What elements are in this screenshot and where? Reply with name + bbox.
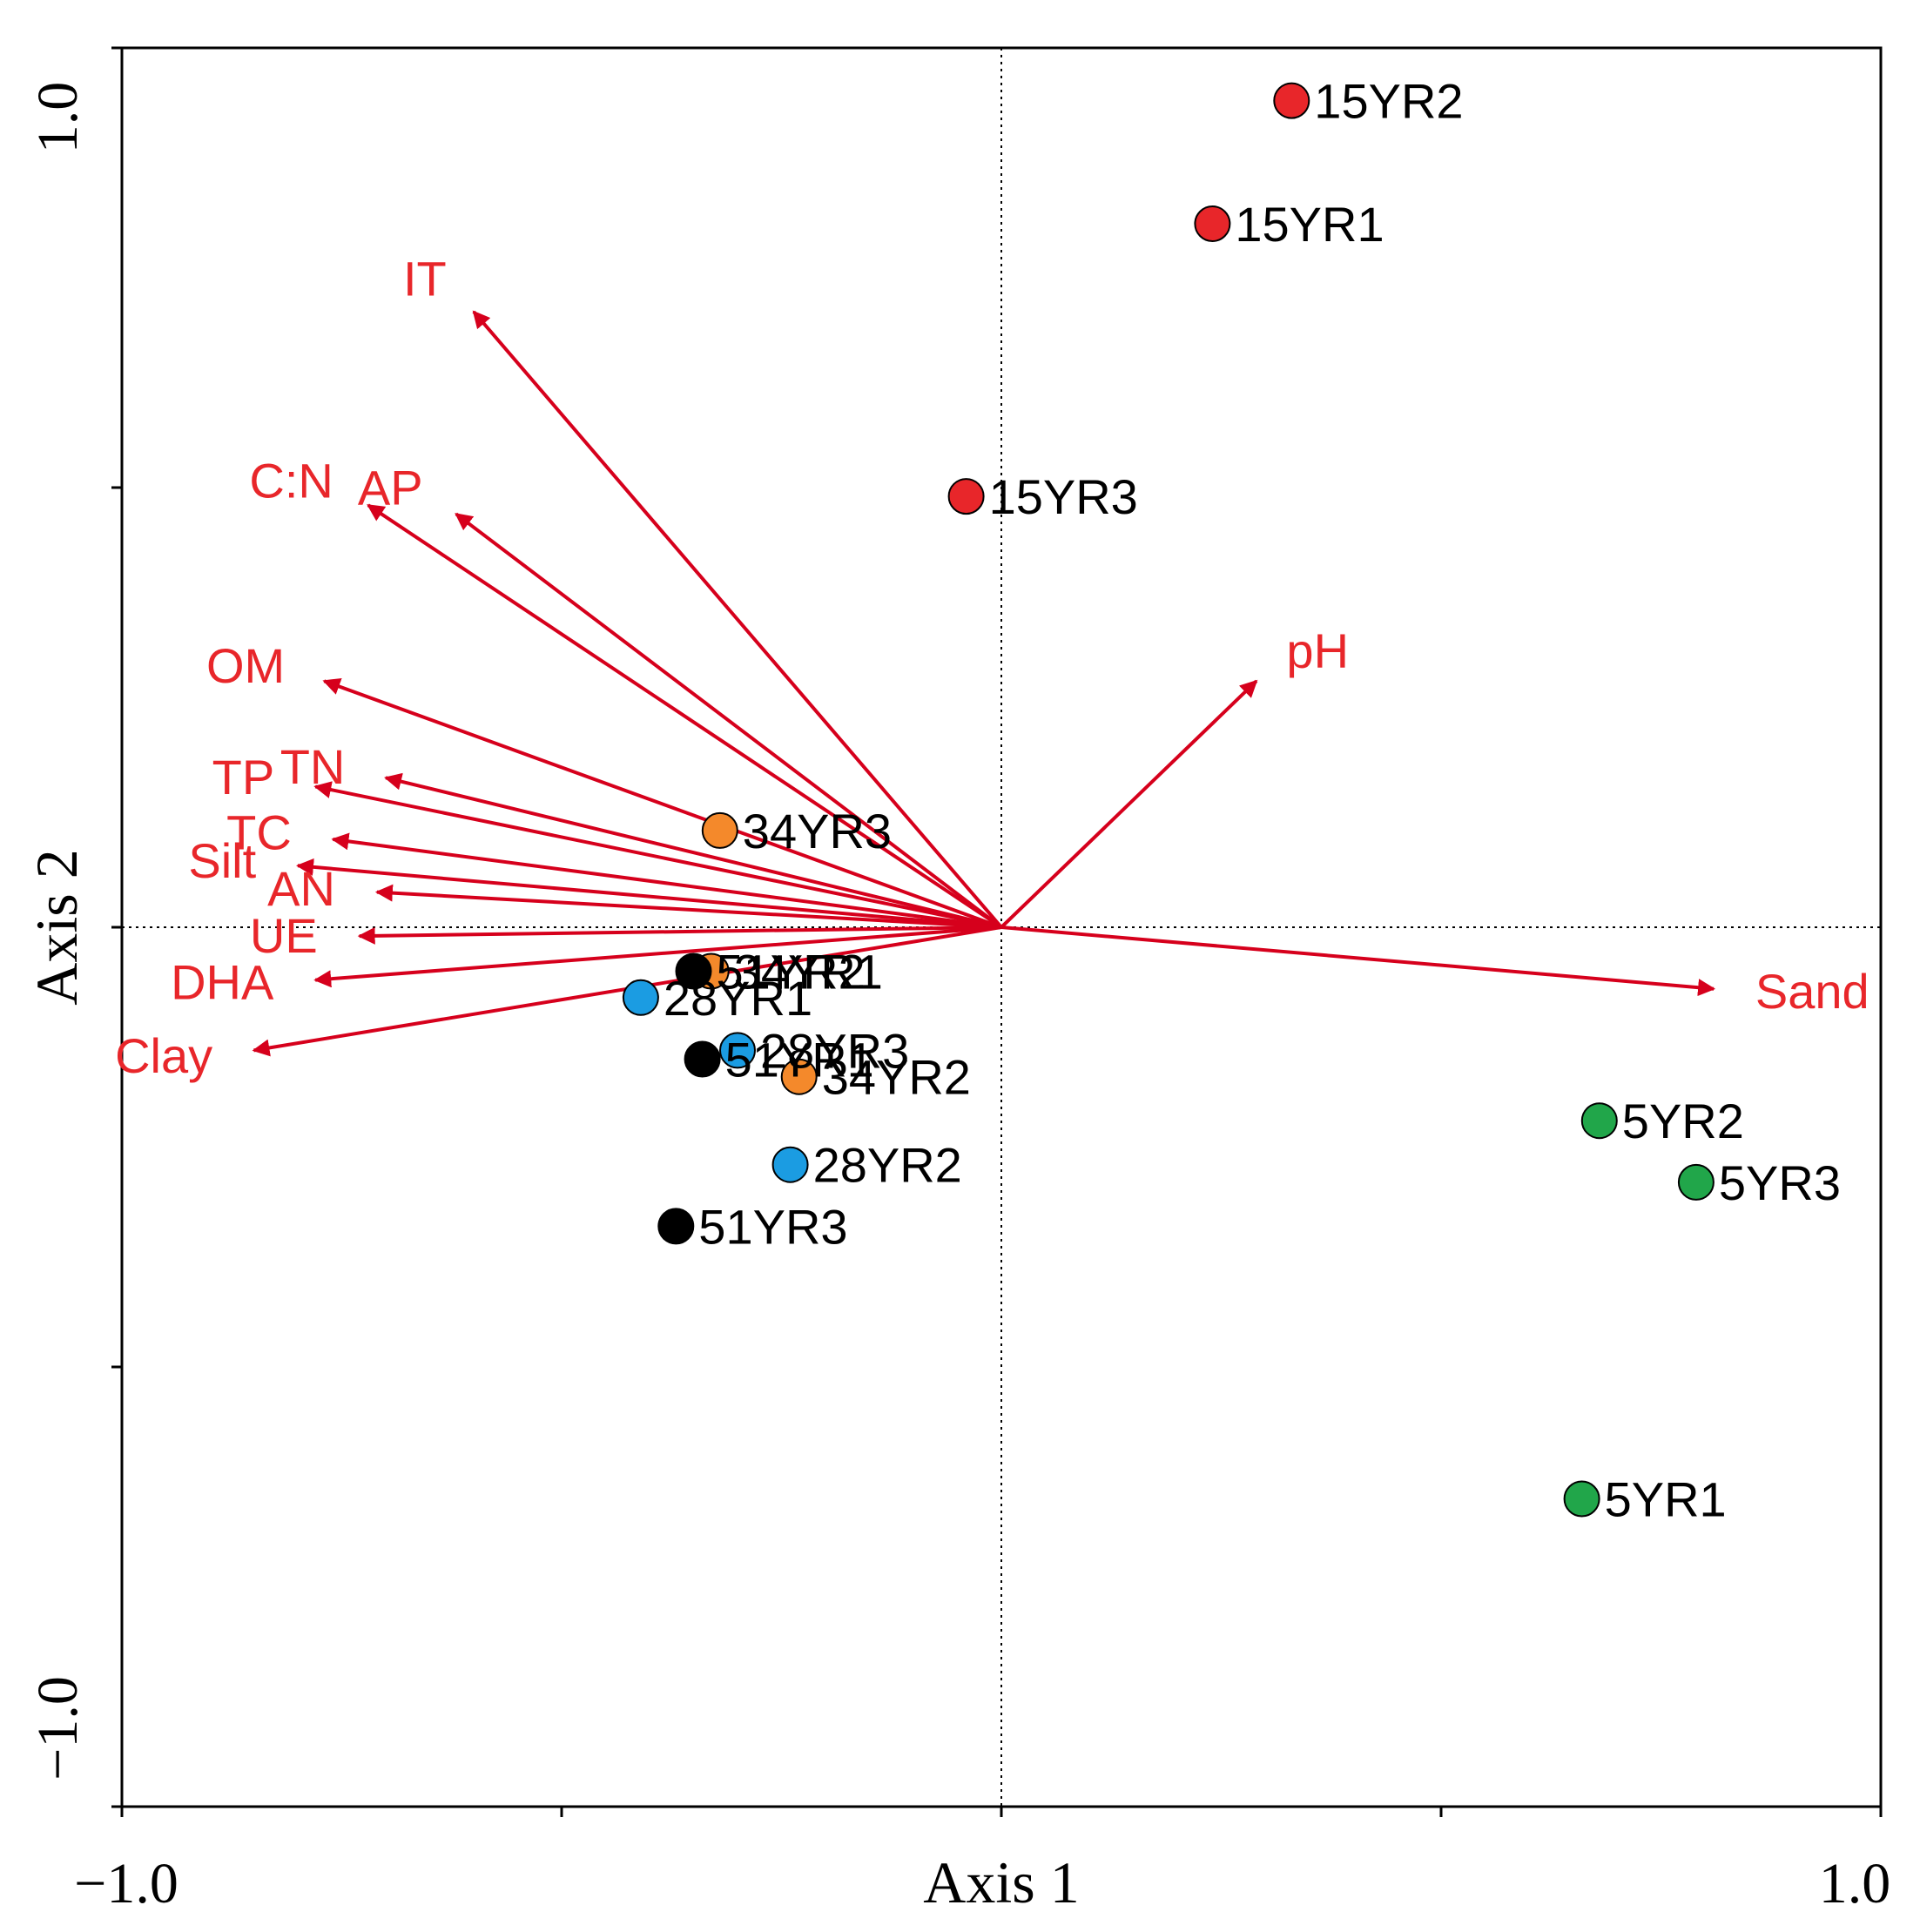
vector-arrow-dha <box>313 926 1002 988</box>
vector-label-tp: TP <box>212 750 275 804</box>
vector-arrow-tp <box>313 781 1002 929</box>
vector-arrow-an <box>374 884 1002 929</box>
vector-label-om: OM <box>206 638 285 693</box>
point-34yr3 <box>701 811 738 849</box>
vector-arrow-silt <box>296 858 1002 929</box>
vector-arrow-it <box>472 310 1003 929</box>
point-5yr3 <box>1677 1163 1715 1201</box>
vector-arrow-tn <box>384 772 1002 929</box>
point-5yr1 <box>1563 1480 1600 1518</box>
point-label-34yr2: 34YR2 <box>822 1050 971 1105</box>
point-label-34yr1: 34YR1 <box>734 945 883 1000</box>
vector-label-sand: Sand <box>1755 964 1869 1019</box>
vector-label-ph: pH <box>1286 623 1349 678</box>
vector-label-tn: TN <box>280 739 346 794</box>
point-label-51yr2: 51YR2 <box>717 945 866 1000</box>
vector-arrow-tc <box>331 832 1002 929</box>
vector-arrow-ph <box>1000 679 1258 929</box>
vector-arrow-ap <box>455 512 1003 929</box>
vector-arrow-ue <box>357 926 1002 945</box>
axis-ticks <box>111 46 1883 1817</box>
y-tick-max: 1.0 <box>26 82 90 154</box>
point-label-5yr2: 5YR2 <box>1622 1094 1744 1148</box>
x-tick-min: −1.0 <box>74 1852 179 1915</box>
point-15yr2 <box>1273 82 1310 119</box>
point-label-34yr3: 34YR3 <box>743 804 892 858</box>
point-label-15yr3: 15YR3 <box>989 469 1138 524</box>
point-label-5yr3: 5YR3 <box>1719 1155 1841 1210</box>
point-28yr2 <box>771 1146 809 1183</box>
point-15yr1 <box>1194 205 1231 242</box>
x-tick-max: 1.0 <box>1819 1852 1891 1915</box>
vector-label-ue: UE <box>250 908 318 963</box>
point-34yr2 <box>780 1058 818 1095</box>
point-label-15yr1: 15YR1 <box>1235 197 1384 252</box>
point-label-28yr2: 28YR2 <box>813 1138 962 1193</box>
sample-points: 15YR115YR215YR334YR134YR234YR328YR128YR2… <box>622 74 1841 1527</box>
point-label-5yr1: 5YR1 <box>1605 1472 1727 1527</box>
x-axis-title: Axis 1 <box>923 1849 1079 1915</box>
vector-label-an: AN <box>267 861 335 916</box>
vector-label-silt: Silt <box>188 833 256 888</box>
point-5yr2 <box>1580 1102 1618 1140</box>
point-51yr2 <box>675 953 712 990</box>
point-28yr3 <box>719 1032 756 1069</box>
point-label-51yr3: 51YR3 <box>698 1199 847 1254</box>
point-28yr1 <box>622 979 659 1016</box>
vector-label-tc: TC <box>226 805 292 860</box>
point-label-51yr1: 51YR1 <box>725 1033 874 1087</box>
point-51yr1 <box>684 1040 721 1078</box>
point-label-15yr2: 15YR2 <box>1314 74 1463 129</box>
y-axis-title: Axis 2 <box>24 849 90 1005</box>
y-tick-min: −1.0 <box>26 1676 90 1781</box>
vector-arrow-om <box>322 677 1002 929</box>
vector-label-c-n: C:N <box>249 454 333 508</box>
vector-label-it: IT <box>403 252 447 306</box>
vector-arrow-c-n <box>367 503 1003 929</box>
vector-label-clay: Clay <box>115 1028 212 1083</box>
point-51yr3 <box>657 1208 695 1245</box>
vector-arrow-sand <box>1000 926 1716 997</box>
point-15yr3 <box>947 478 985 515</box>
vector-label-dha: DHA <box>171 954 274 1009</box>
point-label-28yr3: 28YR3 <box>760 1023 909 1078</box>
